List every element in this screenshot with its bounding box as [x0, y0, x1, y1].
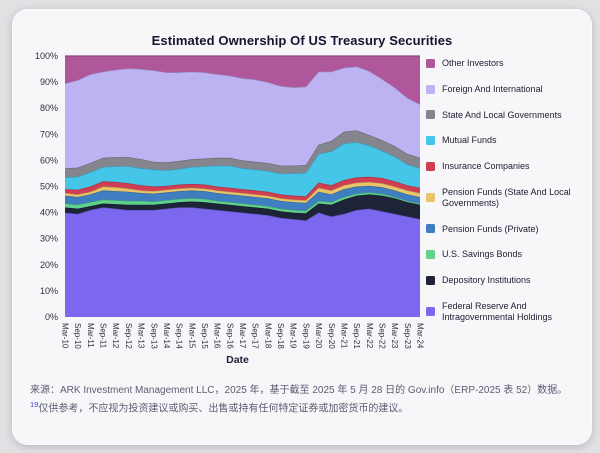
y-tick-label: 80%	[40, 103, 58, 113]
y-tick-label: 40%	[40, 208, 58, 218]
area-state-and-local-governments	[65, 130, 420, 178]
x-tick-label: Mar-20	[314, 323, 323, 349]
legend-swatch-icon	[426, 276, 435, 286]
x-tick-label: Mar-21	[339, 323, 348, 349]
footnote-superscript: 19	[30, 399, 39, 409]
chart-legend: Other Investors Foreign And International…	[426, 58, 586, 323]
y-tick-label: 100%	[35, 51, 58, 61]
area-other-investors	[65, 56, 420, 105]
x-tick-label: Mar-13	[137, 323, 146, 349]
x-tick-label: Sep-10	[73, 323, 82, 349]
chart-canvas: 0%10%20%30%40%50%60%70%80%90%100%Mar-10 S…	[35, 51, 425, 366]
x-tick-label: Mar-18	[263, 323, 272, 349]
legend-item-state-and-local-governments[interactable]: State And Local Governments	[426, 110, 586, 121]
area-federal-reserve-and-intragovernmental-holdings	[65, 207, 420, 317]
x-tick-label: Mar-17	[238, 323, 247, 349]
area-foreign-and-international	[65, 66, 420, 169]
chart-title: Estimated Ownership Of US Treasury Secur…	[151, 33, 453, 48]
y-tick-label: 70%	[40, 129, 58, 139]
x-axis-title: Date	[226, 354, 249, 366]
y-tick-label: 30%	[40, 234, 58, 244]
x-tick-label: Sep-18	[276, 323, 285, 349]
source-note-line1: 来源：ARK Investment Management LLC，2025 年，…	[30, 385, 568, 396]
y-tick-label: 50%	[40, 182, 58, 192]
x-tick-label: Mar-10	[61, 323, 70, 349]
x-tick-label: Mar-23	[390, 323, 399, 349]
legend-label: Foreign And International	[442, 83, 543, 94]
legend-item-depository-institutions[interactable]: Depository Institutions	[426, 275, 586, 286]
legend-label: Pension Funds (Private)	[442, 223, 539, 234]
x-tick-label: Sep-13	[149, 323, 158, 349]
x-tick-label: Mar-12	[111, 323, 120, 349]
area-pension-funds-private	[65, 185, 420, 211]
legend-item-us-savings-bonds[interactable]: U.S. Savings Bonds	[426, 249, 586, 260]
legend-swatch-icon	[426, 224, 435, 234]
x-tick-label: Sep-21	[352, 323, 361, 349]
x-tick-label: Sep-22	[377, 323, 386, 349]
legend-label: Other Investors	[442, 58, 504, 68]
y-tick-label: 90%	[40, 77, 58, 87]
x-tick-label: Sep-12	[124, 323, 133, 349]
legend-label: State And Local Governments	[442, 109, 562, 120]
legend-item-pension-funds-state-and-local-governments[interactable]: Pension Funds (State And Local Governmen…	[426, 187, 586, 209]
x-tick-label: Sep-19	[301, 323, 310, 349]
area-mutual-funds	[65, 142, 420, 197]
legend-item-pension-funds-private[interactable]: Pension Funds (Private)	[426, 224, 586, 235]
x-tick-label: Mar-16	[213, 323, 222, 349]
legend-item-foreign-and-international[interactable]: Foreign And International	[426, 84, 586, 95]
area-depository-institutions	[65, 194, 420, 221]
legend-swatch-icon	[426, 110, 435, 120]
legend-swatch-icon	[426, 307, 435, 317]
legend-swatch-icon	[426, 162, 435, 172]
legend-label: Federal Reserve And Intragovernmental Ho…	[442, 300, 553, 322]
legend-item-insurance-companies[interactable]: Insurance Companies	[426, 161, 586, 172]
legend-swatch-icon	[426, 193, 435, 203]
legend-swatch-icon	[426, 136, 435, 146]
x-tick-label: Mar-15	[187, 323, 196, 349]
legend-swatch-icon	[426, 250, 435, 260]
source-note: 来源：ARK Investment Management LLC，2025 年，…	[30, 383, 586, 416]
legend-label: Depository Institutions	[442, 275, 531, 286]
legend-label: U.S. Savings Bonds	[442, 249, 523, 260]
legend-item-mutual-funds[interactable]: Mutual Funds	[426, 135, 586, 146]
legend-label: Pension Funds (State And Local Governmen…	[442, 186, 571, 208]
x-tick-label: Sep-11	[99, 323, 108, 349]
x-tick-label: Sep-15	[200, 323, 209, 349]
legend-item-federal-reserve-and-intragovernmental-holdings[interactable]: Federal Reserve And Intragovernmental Ho…	[426, 301, 586, 323]
y-tick-label: 60%	[40, 155, 58, 165]
x-tick-label: Sep-17	[251, 323, 260, 349]
y-tick-label: 0%	[45, 312, 58, 322]
chart-card: Estimated Ownership Of US Treasury Secur…	[12, 9, 592, 445]
y-tick-label: 20%	[40, 260, 58, 270]
x-tick-label: Mar-24	[416, 323, 425, 349]
x-tick-label: Sep-16	[225, 323, 234, 349]
legend-swatch-icon	[426, 84, 435, 94]
x-tick-label: Sep-23	[403, 323, 412, 349]
x-tick-label: Sep-14	[175, 323, 184, 349]
x-tick-label: Mar-14	[162, 323, 171, 349]
legend-label: Insurance Companies	[442, 161, 530, 172]
y-tick-label: 10%	[40, 286, 58, 296]
legend-swatch-icon	[426, 58, 435, 68]
x-tick-label: Mar-19	[289, 323, 298, 349]
x-tick-label: Sep-20	[327, 323, 336, 349]
legend-item-other-investors[interactable]: Other Investors	[426, 58, 586, 69]
x-tick-label: Mar-11	[86, 323, 95, 348]
x-tick-label: Mar-22	[365, 323, 374, 349]
legend-label: Mutual Funds	[442, 135, 497, 146]
source-note-line2: 仅供参考，不应视为投资建议或购买、出售或持有任何特定证券或加密货币的建议。	[38, 402, 409, 414]
